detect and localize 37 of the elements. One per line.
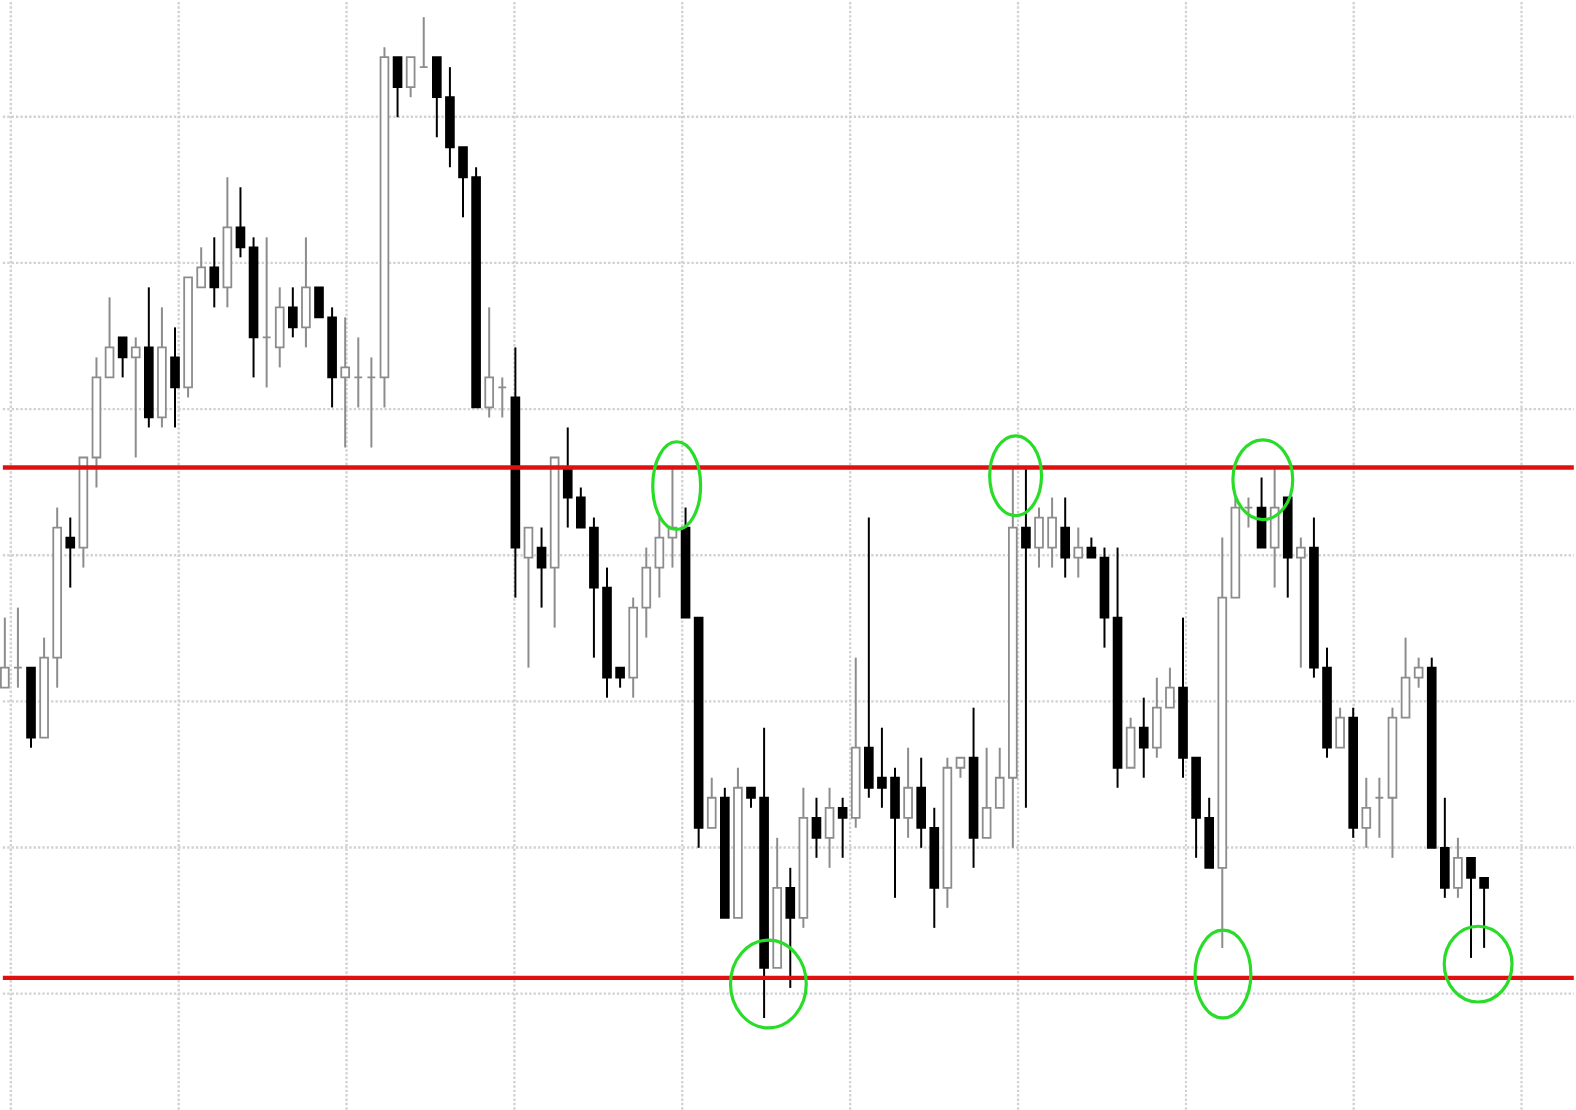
candlestick: [824, 786, 835, 869]
candlestick: [170, 325, 180, 429]
candlestick: [1413, 656, 1424, 689]
candlestick: [235, 185, 246, 258]
candlestick: [903, 746, 913, 839]
candlestick: [104, 295, 115, 379]
candlestick: [955, 756, 966, 779]
candlestick: [392, 55, 403, 118]
candlestick: [654, 516, 665, 599]
candlestick: [523, 526, 534, 669]
candlestick: [340, 315, 351, 449]
candlestick: [130, 335, 141, 459]
candlestick: [209, 235, 220, 308]
candlestick: [785, 866, 796, 989]
candlestick: [981, 746, 992, 839]
candlestick: [1400, 636, 1411, 719]
candlestick: [288, 285, 298, 338]
candlestick: [1335, 706, 1345, 749]
candlestick: [1073, 526, 1084, 579]
candlestick: [1125, 716, 1136, 769]
candlestick: [837, 796, 848, 859]
candlestick: [1453, 836, 1463, 899]
candlestick: [301, 235, 311, 348]
candlestick: [65, 516, 76, 589]
candlestick: [536, 526, 547, 609]
candlestick: [274, 285, 285, 369]
candlestick: [484, 305, 495, 419]
candlestick: [405, 55, 416, 98]
candlestick: [1021, 466, 1031, 809]
candlestick: [1361, 776, 1372, 849]
candlestick: [811, 796, 822, 859]
candlestick: [1138, 696, 1149, 779]
candlestick: [1296, 536, 1306, 669]
candlestick: [706, 776, 717, 829]
candlestick: [117, 335, 128, 379]
candlestick: [1060, 496, 1071, 579]
candlestick: [0, 616, 10, 689]
